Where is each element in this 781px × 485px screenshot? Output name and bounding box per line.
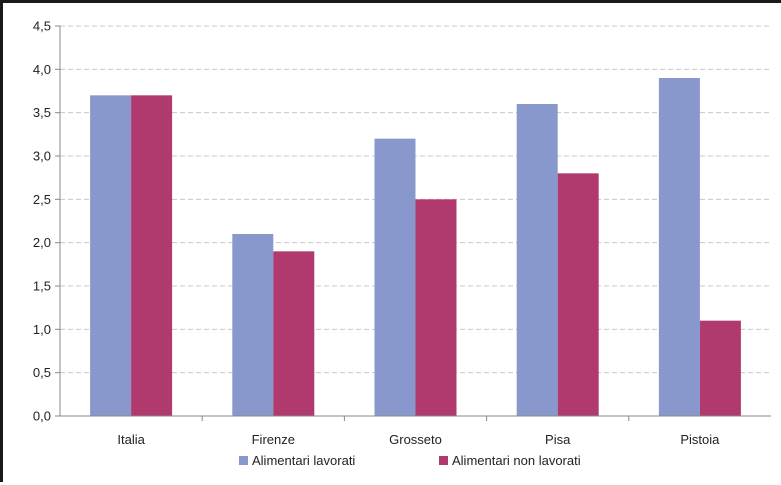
bars-layer: [90, 78, 741, 416]
y-tick-label: 1,5: [33, 279, 51, 294]
bar-chart: 0,0 0,5 1,0 1,5 2,0 2,5 3,0 3,5 4,0 4,5 Italia Fir…: [33, 19, 771, 468]
x-tick-label: Firenze: [252, 432, 295, 447]
y-tick-label: 1,0: [33, 322, 51, 337]
y-tick-label: 2,5: [33, 192, 51, 207]
legend-label: Alimentari lavorati: [252, 453, 355, 468]
y-tick-label: 4,5: [33, 19, 51, 34]
bar-pisa-non-lavorati: [557, 173, 599, 416]
y-tick-labels: 0,0 0,5 1,0 1,5 2,0 2,5 3,0 3,5 4,0 4,5: [33, 19, 60, 424]
bar-grosseto-non-lavorati: [415, 199, 457, 416]
bar-italia-non-lavorati: [131, 95, 173, 416]
y-tick-label: 3,0: [33, 149, 51, 164]
bar-pistoia-lavorati: [658, 78, 700, 416]
legend: Alimentari lavorati Alimentari non lavora…: [239, 453, 581, 468]
y-tick-label: 2,0: [33, 235, 51, 250]
bar-pisa-lavorati: [516, 104, 558, 416]
bar-italia-lavorati: [90, 95, 132, 416]
x-tick-label: Pistoia: [680, 432, 720, 447]
legend-swatch: [439, 456, 448, 465]
bar-firenze-non-lavorati: [273, 251, 315, 416]
bar-firenze-lavorati: [232, 234, 274, 416]
x-tick-label: Grosseto: [389, 432, 442, 447]
x-tick-label: Italia: [117, 432, 145, 447]
y-tick-label: 0,5: [33, 365, 51, 380]
x-tick-labels: Italia Firenze Grosseto Pisa Pistoia: [117, 416, 720, 447]
bar-grosseto-lavorati: [374, 138, 416, 416]
y-tick-label: 0,0: [33, 409, 51, 424]
x-tick-label: Pisa: [545, 432, 571, 447]
legend-label: Alimentari non lavorati: [452, 453, 581, 468]
axes: [59, 26, 771, 417]
y-tick-label: 3,5: [33, 105, 51, 120]
bar-pistoia-non-lavorati: [699, 320, 741, 416]
legend-swatch: [239, 456, 248, 465]
y-tick-label: 4,0: [33, 62, 51, 77]
